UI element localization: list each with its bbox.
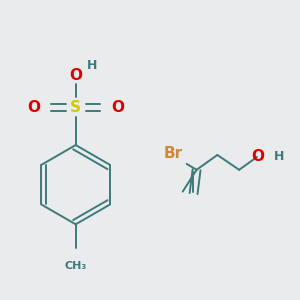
Text: CH₃: CH₃ [64,261,87,271]
Text: S: S [70,100,81,115]
Text: O: O [251,149,265,164]
Text: Br: Br [163,146,182,161]
Text: O: O [111,100,124,115]
Text: H: H [274,150,284,164]
Text: O: O [28,100,40,115]
Text: O: O [69,68,82,83]
Text: H: H [87,59,98,72]
